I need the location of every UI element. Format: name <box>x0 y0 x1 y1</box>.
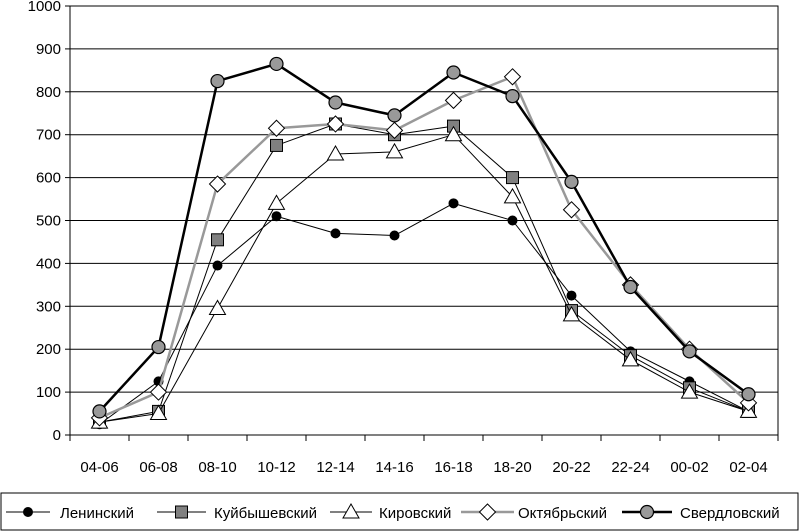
data-point <box>503 187 522 204</box>
y-tick-label: 800 <box>36 84 61 101</box>
data-point <box>444 125 463 142</box>
data-point <box>741 387 756 402</box>
x-tick-label: 02-04 <box>729 459 767 476</box>
data-point <box>507 215 518 226</box>
data-point <box>208 175 227 193</box>
legend-label: Октябрьский <box>518 505 607 522</box>
data-point <box>151 339 166 355</box>
data-point <box>446 65 461 80</box>
data-point <box>271 211 282 222</box>
data-point <box>326 144 345 161</box>
grid-layer <box>69 5 779 436</box>
x-tick-label: 08-10 <box>198 459 236 476</box>
data-point <box>389 230 400 241</box>
data-point <box>149 404 168 421</box>
y-tick-label: 400 <box>36 255 61 272</box>
x-tick-label: 14-16 <box>375 459 413 476</box>
x-tick-label: 18-20 <box>493 459 531 476</box>
data-point <box>270 138 283 152</box>
legend-marker <box>23 507 33 517</box>
data-point <box>328 95 343 110</box>
series-line <box>99 75 750 419</box>
x-tick-label: 04-06 <box>80 459 118 476</box>
x-tick-label: 22-24 <box>611 459 649 476</box>
series-line <box>99 202 749 425</box>
data-point <box>210 73 225 89</box>
y-tick-label: 600 <box>36 170 61 187</box>
legend-marker <box>639 504 655 520</box>
data-point <box>92 404 107 419</box>
data-point <box>444 91 463 110</box>
y-tick-label: 200 <box>36 341 61 358</box>
data-point <box>503 68 522 86</box>
data-point <box>387 108 402 123</box>
legend-marker <box>478 503 497 521</box>
x-tick-label: 06-08 <box>139 459 177 476</box>
data-point <box>267 119 286 137</box>
y-tick-label: 900 <box>36 41 61 58</box>
data-point <box>330 228 341 239</box>
x-tick-label: 12-14 <box>316 459 354 476</box>
legend: Ленинский Куйбышевский Кировский Октябрьски… <box>0 492 799 531</box>
data-point <box>682 344 697 359</box>
legend-label: Свердловский <box>680 505 780 522</box>
data-point <box>505 88 520 104</box>
y-tick-label: 700 <box>36 127 61 144</box>
data-point <box>562 201 581 219</box>
axes-layer: 0 100 200 300 400 500 600 700 800 900 1000 04-06 06-… <box>28 0 779 476</box>
legend-item: Свердловский <box>622 504 780 522</box>
x-tick-label: 20-22 <box>552 459 590 476</box>
data-point <box>211 233 224 247</box>
y-tick-label: 300 <box>36 298 61 315</box>
y-tick-label: 500 <box>36 213 61 230</box>
data-point <box>326 115 345 133</box>
y-tick-label: 100 <box>36 384 61 401</box>
data-point <box>385 142 404 159</box>
data-point <box>562 305 581 322</box>
series-line <box>99 134 749 423</box>
data-point <box>680 383 699 399</box>
x-tick-label: 10-12 <box>257 459 295 476</box>
data-point <box>623 279 638 295</box>
y-tick-label: 1000 <box>28 0 61 15</box>
legend-label: Ленинский <box>60 505 134 522</box>
data-point <box>267 194 286 210</box>
data-point <box>621 350 640 367</box>
series-layer <box>90 56 758 430</box>
legend-item: Ленинский <box>6 505 134 522</box>
data-point <box>208 299 227 315</box>
data-point <box>566 290 577 301</box>
legend-item: Куйбышевский <box>157 505 317 522</box>
data-point <box>149 383 168 401</box>
data-point <box>212 260 223 271</box>
y-tick-label: 0 <box>53 427 61 444</box>
legend-label: Куйбышевский <box>214 505 317 522</box>
legend-item: Октябрьский <box>461 503 607 522</box>
data-point <box>448 198 459 209</box>
legend-marker <box>175 505 188 519</box>
x-tick-label: 00-02 <box>670 459 708 476</box>
series-5 <box>92 56 756 419</box>
data-point <box>564 174 579 189</box>
series-line <box>98 62 750 413</box>
legend-marker <box>342 502 360 519</box>
data-point <box>385 121 404 140</box>
x-tick-label: 16-18 <box>434 459 472 476</box>
legend-item: Кировский <box>330 502 451 522</box>
series-line <box>99 123 749 423</box>
series-4 <box>90 68 758 427</box>
data-point <box>269 56 284 72</box>
legend-label: Кировский <box>379 505 451 522</box>
data-point <box>506 171 519 185</box>
